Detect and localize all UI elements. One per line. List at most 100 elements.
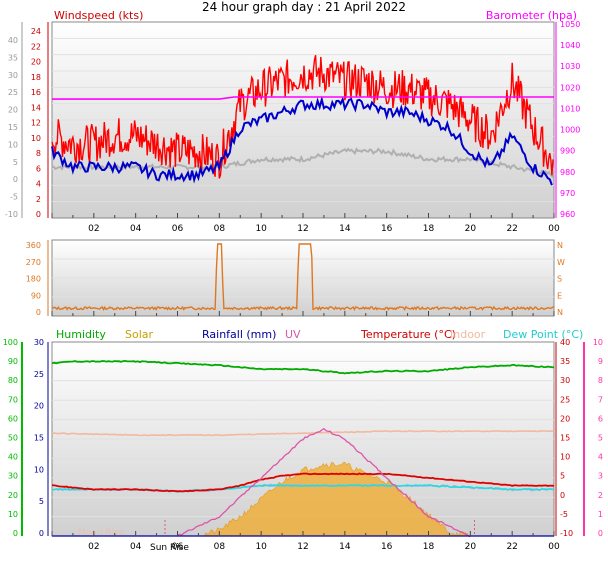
uv-line xyxy=(177,427,471,538)
wind-xtick-label: 22 xyxy=(506,224,517,234)
wind-xtick-label: 10 xyxy=(255,224,267,234)
wind-outer-tick-label: 10 xyxy=(8,140,18,149)
wind-xtick-label: 08 xyxy=(214,224,226,234)
wind-average-line xyxy=(51,95,553,186)
wind-left-tick-label: 20 xyxy=(31,58,41,67)
climate-xtick-label: 06 xyxy=(172,542,184,552)
temperature-tick-label: 10 xyxy=(560,453,570,462)
direction-right-tick-label: N xyxy=(557,241,563,250)
uv-tick-label: 1 xyxy=(598,510,603,519)
sun-rise-annotation: Sun Rise xyxy=(150,543,189,553)
wind-outer-tick-label: -5 xyxy=(10,193,18,202)
baro-tick-label: 1040 xyxy=(560,41,580,50)
humidity-tick-label: 100 xyxy=(3,338,18,347)
uv-tick-label: 6 xyxy=(598,414,603,423)
moon-rise-annotation: Moon Rise xyxy=(78,528,125,538)
direction-left-tick-label: 180 xyxy=(26,275,41,284)
uv-tick-label: 9 xyxy=(598,357,603,366)
wind-xtick-label: 00 xyxy=(548,224,560,234)
wind-xtick-label: 18 xyxy=(423,224,435,234)
wind-outer-tick-label: -10 xyxy=(5,210,18,219)
barometer-legend-label: Barometer (hpa) xyxy=(486,9,577,22)
climate-legend-2: Rainfall (mm) xyxy=(202,328,276,341)
wind-outer-tick-label: 5 xyxy=(13,158,18,167)
wind-outer-tick-label: 0 xyxy=(13,175,18,184)
humidity-tick-label: 80 xyxy=(8,376,18,385)
indoor-line xyxy=(51,430,555,437)
wind-min-line xyxy=(51,147,555,179)
humidity-tick-label: 30 xyxy=(8,472,18,481)
wind-left-tick-label: 16 xyxy=(31,88,41,97)
baro-tick-label: 1010 xyxy=(560,104,580,113)
climate-xtick-label: 08 xyxy=(214,542,226,552)
climate-legend-5: Indoor xyxy=(450,328,486,341)
wind-xtick-label: 06 xyxy=(172,224,184,234)
temperature-tick-label: 15 xyxy=(560,434,570,443)
uv-tick-label: 3 xyxy=(598,472,603,481)
climate-xtick-label: 02 xyxy=(88,542,99,552)
climate-xtick-label: 14 xyxy=(339,542,351,552)
humidity-tick-label: 50 xyxy=(8,434,18,443)
wind-outer-tick-label: 30 xyxy=(8,71,18,80)
climate-legend-0: Humidity xyxy=(56,328,106,341)
rain-tick-label: 5 xyxy=(39,497,44,506)
temperature-tick-label: -10 xyxy=(560,529,573,538)
humidity-tick-label: 90 xyxy=(8,357,18,366)
baro-tick-label: 1000 xyxy=(560,126,580,135)
wind-outer-tick-label: 15 xyxy=(8,123,18,132)
wind-xtick-label: 20 xyxy=(465,224,477,234)
baro-tick-label: 1050 xyxy=(560,20,580,29)
climate-xtick-label: 20 xyxy=(465,542,477,552)
humidity-line xyxy=(51,359,555,375)
temperature-tick-label: 40 xyxy=(560,338,570,347)
wind-left-tick-label: 24 xyxy=(31,27,41,36)
direction-right-tick-label: E xyxy=(557,291,562,300)
plot-axes: 02 04 06 08 10 12 14 16 18 20 22 002422201816141210… xyxy=(3,9,603,553)
rain-tick-label: 15 xyxy=(34,434,44,443)
barometer-line xyxy=(52,96,554,100)
humidity-tick-label: 40 xyxy=(8,453,18,462)
wind-outer-tick-label: 40 xyxy=(8,36,18,45)
direction-left-tick-label: 90 xyxy=(31,291,41,300)
wind-outer-tick-label: 20 xyxy=(8,106,18,115)
wind-xtick-label: 14 xyxy=(339,224,351,234)
wind-xtick-label: 02 xyxy=(88,224,99,234)
humidity-tick-label: 10 xyxy=(8,510,18,519)
climate-xtick-label: 12 xyxy=(297,542,308,552)
baro-tick-label: 970 xyxy=(560,189,575,198)
wind-outer-tick-label: 35 xyxy=(8,53,18,62)
chart-header: 24 hour graph day : 21 April 2022 xyxy=(0,0,608,14)
wind-left-tick-label: 18 xyxy=(31,73,41,82)
wind-left-tick-label: 6 xyxy=(36,164,41,173)
wind-xtick-label: 12 xyxy=(297,224,308,234)
temperature-tick-label: 20 xyxy=(560,414,570,423)
baro-tick-label: 990 xyxy=(560,147,575,156)
uv-tick-label: 8 xyxy=(598,376,603,385)
plot-series: Moon Rise xyxy=(51,55,555,538)
wind-left-tick-label: 0 xyxy=(36,210,41,219)
climate-legend-4: Temperature (°C) xyxy=(360,328,456,341)
baro-tick-label: 960 xyxy=(560,210,575,219)
uv-tick-label: 0 xyxy=(598,529,603,538)
direction-right-tick-label: S xyxy=(557,275,562,284)
climate-xtick-label: 04 xyxy=(130,542,142,552)
climate-xtick-label: 16 xyxy=(381,542,393,552)
temperature-tick-label: -5 xyxy=(560,510,568,519)
wind-left-tick-label: 12 xyxy=(31,119,41,128)
temperature-tick-label: 0 xyxy=(560,491,565,500)
climate-xtick-label: 10 xyxy=(255,542,267,552)
wind-direction-line xyxy=(51,243,555,312)
wind-xtick-label: 04 xyxy=(130,224,142,234)
climate-xtick-label: 00 xyxy=(548,542,560,552)
rain-tick-label: 25 xyxy=(34,370,44,379)
direction-left-tick-label: 360 xyxy=(26,241,41,250)
wind-left-tick-label: 2 xyxy=(36,195,41,204)
humidity-tick-label: 0 xyxy=(13,529,18,538)
rain-tick-label: 30 xyxy=(34,338,44,347)
direction-left-tick-label: 270 xyxy=(26,258,41,267)
baro-tick-label: 1030 xyxy=(560,62,580,71)
direction-right-tick-label: N xyxy=(557,308,563,317)
wind-left-tick-label: 8 xyxy=(36,149,41,158)
rain-tick-label: 20 xyxy=(34,402,44,411)
